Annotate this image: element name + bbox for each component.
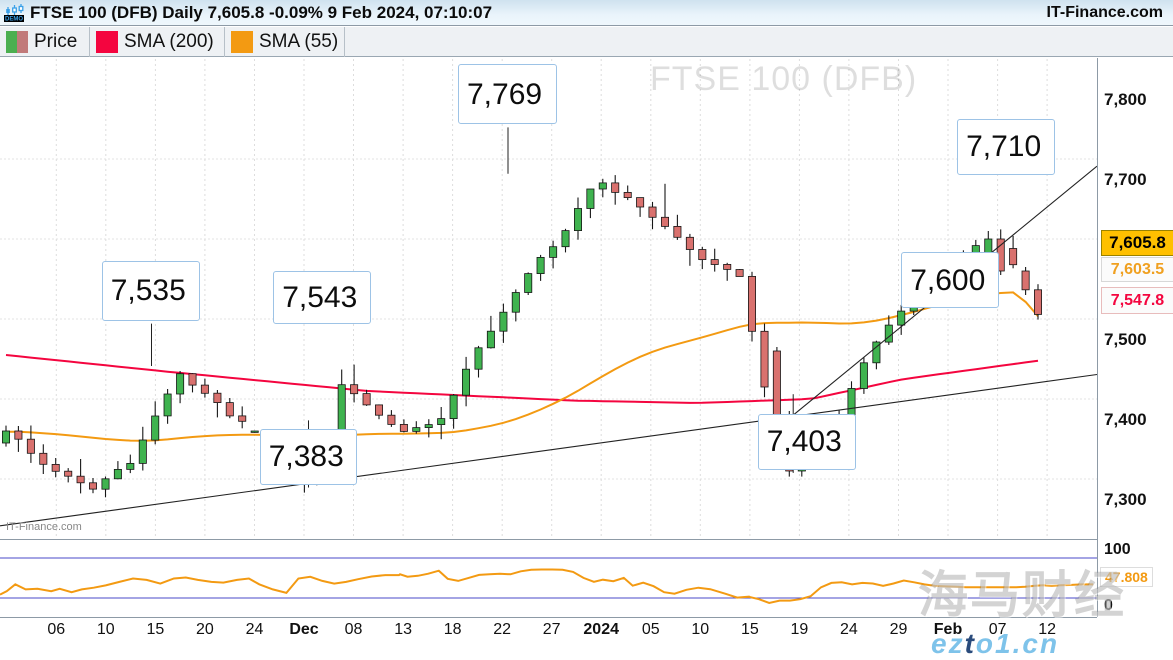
- svg-text:DEMO: DEMO: [5, 17, 23, 23]
